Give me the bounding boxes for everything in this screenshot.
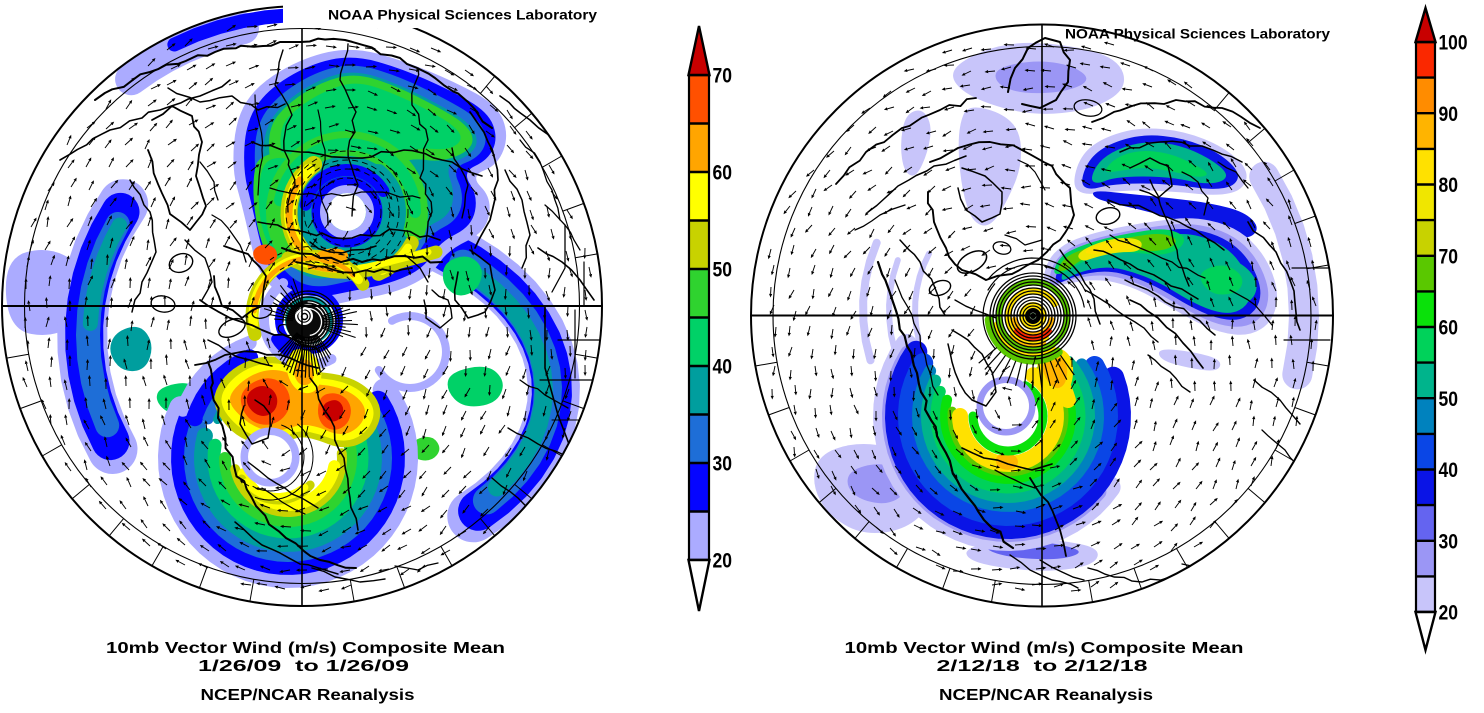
svg-text:1/26/09 to 1/26/09: 1/26/09 to 1/26/09 bbox=[198, 658, 410, 675]
svg-text:2/12/18 to 2/12/18: 2/12/18 to 2/12/18 bbox=[937, 658, 1149, 675]
svg-text:10mb Vector Wind (m/s) Composi: 10mb Vector Wind (m/s) Composite Mean bbox=[845, 640, 1244, 657]
svg-text:40: 40 bbox=[1439, 459, 1459, 482]
svg-text:70: 70 bbox=[1439, 245, 1459, 268]
svg-text:50: 50 bbox=[713, 259, 733, 282]
svg-text:60: 60 bbox=[1439, 317, 1459, 340]
svg-text:NOAA Physical Sciences Laborat: NOAA Physical Sciences Laboratory bbox=[328, 8, 598, 23]
svg-text:90: 90 bbox=[1439, 103, 1459, 126]
svg-text:40: 40 bbox=[713, 356, 733, 379]
svg-text:10mb Vector Wind (m/s) Composi: 10mb Vector Wind (m/s) Composite Mean bbox=[106, 640, 505, 657]
svg-text:50: 50 bbox=[1439, 388, 1459, 411]
svg-text:20: 20 bbox=[1439, 602, 1459, 625]
svg-text:60: 60 bbox=[713, 162, 733, 185]
svg-text:30: 30 bbox=[713, 453, 733, 476]
svg-text:20: 20 bbox=[713, 550, 733, 573]
svg-text:30: 30 bbox=[1439, 530, 1459, 553]
svg-text:NOAA Physical Sciences Laborat: NOAA Physical Sciences Laboratory bbox=[1065, 27, 1331, 42]
svg-text:NCEP/NCAR Reanalysis: NCEP/NCAR Reanalysis bbox=[939, 687, 1153, 704]
svg-text:70: 70 bbox=[713, 65, 733, 88]
svg-text:100: 100 bbox=[1439, 32, 1468, 55]
svg-text:80: 80 bbox=[1439, 174, 1459, 197]
svg-text:NCEP/NCAR Reanalysis: NCEP/NCAR Reanalysis bbox=[201, 687, 415, 704]
